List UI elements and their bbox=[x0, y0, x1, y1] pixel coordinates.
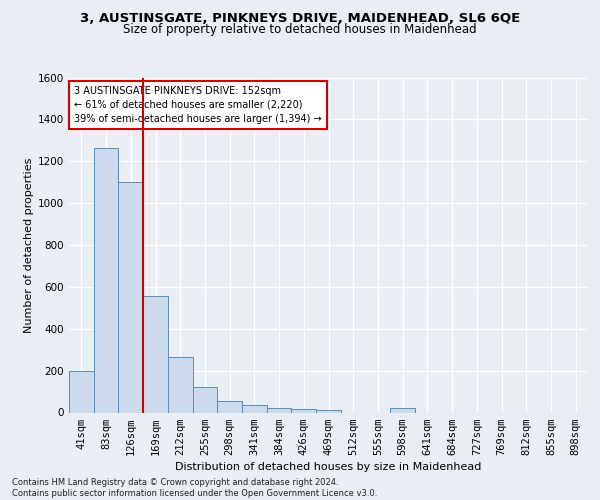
Bar bbox=[267, 408, 292, 412]
Text: Contains HM Land Registry data © Crown copyright and database right 2024.
Contai: Contains HM Land Registry data © Crown c… bbox=[12, 478, 377, 498]
Bar bbox=[143, 296, 168, 412]
Y-axis label: Number of detached properties: Number of detached properties bbox=[24, 158, 34, 332]
Bar bbox=[217, 401, 242, 412]
Bar bbox=[316, 410, 341, 412]
Bar bbox=[168, 357, 193, 412]
Bar bbox=[242, 405, 267, 412]
Bar bbox=[118, 182, 143, 412]
Text: 3 AUSTINSGATE PINKNEYS DRIVE: 152sqm
← 61% of detached houses are smaller (2,220: 3 AUSTINSGATE PINKNEYS DRIVE: 152sqm ← 6… bbox=[74, 86, 322, 124]
Bar bbox=[292, 410, 316, 412]
X-axis label: Distribution of detached houses by size in Maidenhead: Distribution of detached houses by size … bbox=[175, 462, 482, 472]
Bar bbox=[69, 370, 94, 412]
Bar bbox=[193, 388, 217, 412]
Text: 3, AUSTINSGATE, PINKNEYS DRIVE, MAIDENHEAD, SL6 6QE: 3, AUSTINSGATE, PINKNEYS DRIVE, MAIDENHE… bbox=[80, 12, 520, 26]
Text: Size of property relative to detached houses in Maidenhead: Size of property relative to detached ho… bbox=[123, 22, 477, 36]
Bar bbox=[390, 408, 415, 412]
Bar bbox=[94, 148, 118, 412]
